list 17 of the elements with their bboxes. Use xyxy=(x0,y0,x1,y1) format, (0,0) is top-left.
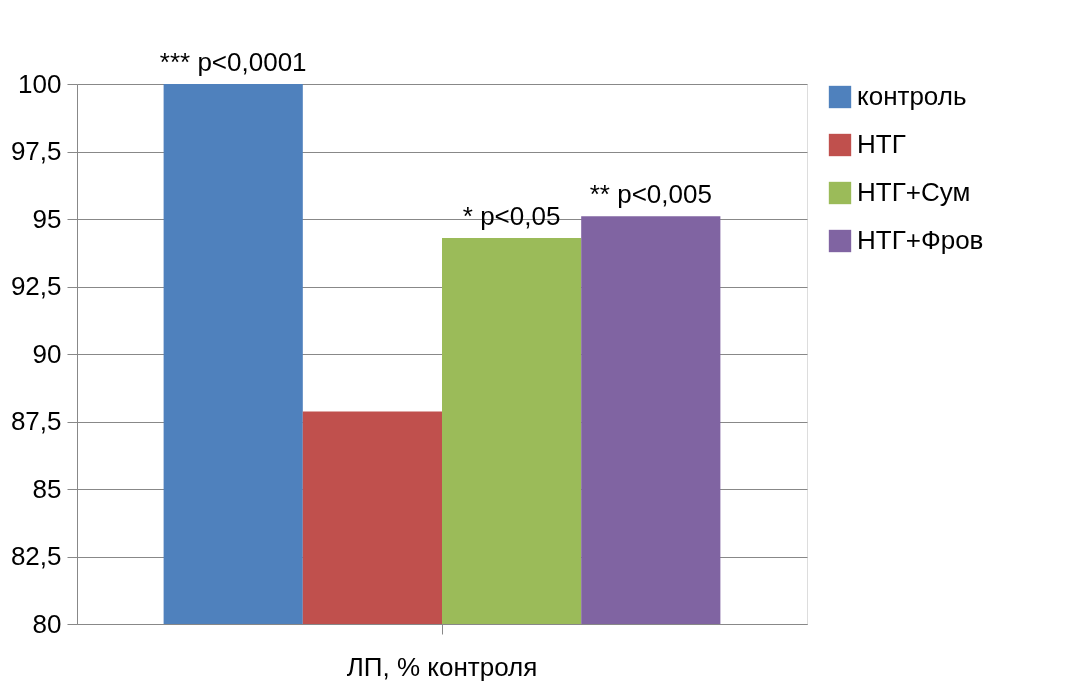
legend-label: НТГ xyxy=(857,129,906,159)
annotation: ** p<0,005 xyxy=(589,179,712,210)
y-tick-label: 92,5 xyxy=(10,271,62,301)
y-tick-label: 95 xyxy=(32,203,62,234)
y-tick-label: 87,5 xyxy=(10,406,62,436)
y-tick-label: 82,5 xyxy=(10,541,62,571)
annotation: * p<0,05 xyxy=(462,200,561,231)
text: *** p<0,0001 xyxy=(159,47,307,77)
x-tick-label: ЛП, % контроля xyxy=(346,651,538,682)
legend-label: контроль xyxy=(857,81,967,111)
y-tick-label: 100 xyxy=(18,68,62,99)
y-tick-label: 97,5 xyxy=(10,136,62,166)
y-tick-label: 90 xyxy=(32,338,62,369)
y-tick-label: 80 xyxy=(32,608,62,639)
y-tick-label: 85 xyxy=(32,473,62,504)
legend-label: НТГ+Фров xyxy=(857,225,984,255)
legend-label: НТГ+Сум xyxy=(857,177,971,207)
